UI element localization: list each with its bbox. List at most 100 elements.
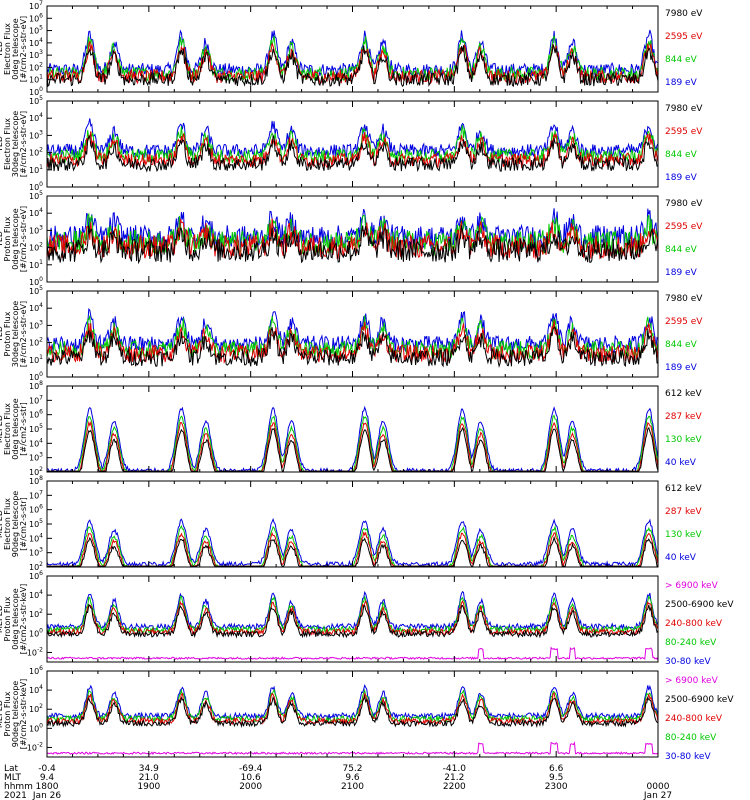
x-tick-label: Jan 26: [32, 791, 61, 800]
y-tick-label: 102: [29, 561, 43, 572]
series-line-7980-eV: [46, 225, 659, 265]
legend-entry: 612 keV: [665, 484, 702, 494]
series-line-80-240-keV: [46, 688, 659, 724]
legend-entry: 844 eV: [665, 55, 698, 65]
legend-entry: 7980 eV: [665, 9, 703, 19]
x-row-label: 2021: [4, 791, 27, 800]
legend-entry: 240-800 keV: [665, 714, 723, 724]
y-tick-label: 105: [29, 95, 43, 106]
y-tick-label: 101: [29, 354, 43, 365]
x-tick-label: 1900: [137, 782, 160, 792]
x-tick-label: 34.9: [139, 764, 159, 774]
x-tick-label: -69.4: [239, 764, 263, 774]
legend-entry: 2595 eV: [665, 127, 703, 137]
y-tick-label: 105: [29, 518, 43, 529]
x-tick-label: 9.6: [345, 773, 360, 783]
y-axis-title: TEDProton Flux30deg telescope[#/cm2-s-st…: [0, 301, 28, 368]
legend-entry: 189 eV: [665, 173, 698, 183]
x-tick-label: -41.0: [443, 764, 467, 774]
x-tick-label: 2200: [443, 782, 466, 792]
legend-entry: 7980 eV: [665, 294, 703, 304]
x-tick-label: 9.5: [549, 773, 563, 783]
y-tick-label: 10-2: [27, 646, 43, 657]
x-tick-label: Jan 27: [643, 791, 672, 800]
legend-entry: 130 keV: [665, 435, 702, 445]
legend-entry: 40 keV: [665, 458, 697, 468]
y-axis-title: TEDElectron Flux0deg telescope[#/cm2-s-s…: [0, 16, 28, 82]
legend-entry: 287 keV: [665, 507, 702, 517]
series-line-189-eV: [46, 307, 659, 354]
legend-entry: 80-240 keV: [665, 638, 717, 648]
y-tick-label: 103: [29, 319, 43, 330]
x-tick-label: 2300: [545, 782, 568, 792]
legend-entry: 80-240 keV: [665, 733, 717, 743]
legend-entry: 2500-6900 keV: [665, 600, 734, 610]
y-tick-label: 103: [29, 224, 43, 235]
legend-entry: 844 eV: [665, 340, 698, 350]
y-tick-label: 102: [29, 337, 43, 348]
y-tick-label: 107: [29, 489, 43, 500]
series-line-30-80-keV: [46, 684, 659, 721]
x-tick-label: 2100: [341, 782, 364, 792]
y-tick-label: 106: [29, 12, 43, 23]
series-line-7980-eV: [46, 133, 658, 173]
y-tick-label: 106: [29, 570, 43, 581]
series-line-844-eV: [46, 212, 659, 257]
legend-entry: > 6900 keV: [665, 581, 719, 591]
y-tick-label: 102: [29, 242, 43, 253]
y-tick-label: 100: [29, 181, 43, 192]
y-tick-label: 106: [29, 665, 43, 676]
series-line-612-keV: [47, 426, 659, 473]
x-tick-label: 9.4: [40, 773, 55, 783]
y-tick-label: 105: [29, 25, 43, 36]
x-tick-label: 75.2: [342, 764, 362, 774]
x-tick-label: 1800: [36, 782, 59, 792]
y-axis-title: TEDElectron Flux30deg telescope[#/cm2-s-…: [0, 111, 28, 178]
legend-entry: 189 eV: [665, 78, 698, 88]
legend-entry: 7980 eV: [665, 104, 703, 114]
y-axis-title: MEPEDElectron Flux90deg telescope[#/cm2-…: [0, 491, 28, 558]
y-tick-label: 108: [29, 380, 43, 391]
y-tick-label: 102: [29, 608, 43, 619]
y-tick-label: 107: [29, 394, 43, 405]
legend-entry: 844 eV: [665, 245, 698, 255]
y-tick-label: 104: [29, 302, 43, 313]
legend-entry: 287 keV: [665, 412, 702, 422]
y-tick-label: 104: [29, 437, 43, 448]
x-row-label: Lat: [4, 764, 19, 774]
legend-entry: 189 eV: [665, 363, 698, 373]
y-tick-label: 101: [29, 74, 43, 85]
y-tick-label: 100: [29, 722, 43, 733]
legend-entry: 2595 eV: [665, 317, 703, 327]
panel-frame: [46, 480, 659, 568]
y-axis-title: TEDProton Flux0deg telescope[#/cm2-s-str…: [0, 206, 28, 272]
y-axis-title: MEPEDElectron Flux0deg telescope[#/cm2-s…: [0, 398, 28, 459]
legend-entry: 30-80 keV: [665, 657, 711, 667]
y-tick-label: 104: [29, 207, 43, 218]
legend-entry: 844 eV: [665, 150, 698, 160]
legend-entry: 130 keV: [665, 530, 702, 540]
y-axis-title: MEPEDProton Flux0deg telescope[#/cm2-s-s…: [0, 584, 28, 655]
y-tick-label: 106: [29, 409, 43, 420]
y-tick-label: 100: [29, 627, 43, 638]
y-tick-label: 102: [29, 703, 43, 714]
y-tick-label: 105: [29, 423, 43, 434]
y-tick-label: 103: [29, 49, 43, 60]
y-tick-label: 101: [29, 259, 43, 270]
series-line-2500-6900-keV: [46, 694, 659, 729]
y-tick-label: 103: [29, 452, 43, 463]
series-line-189-eV: [46, 29, 659, 79]
series-line-189-eV: [46, 118, 659, 159]
legend-entry: 2595 eV: [665, 32, 703, 42]
legend-entry: 2595 eV: [665, 222, 703, 232]
x-tick-label: 21.2: [444, 773, 464, 783]
x-tick-label: -0.4: [38, 764, 56, 774]
y-tick-label: 104: [29, 684, 43, 695]
